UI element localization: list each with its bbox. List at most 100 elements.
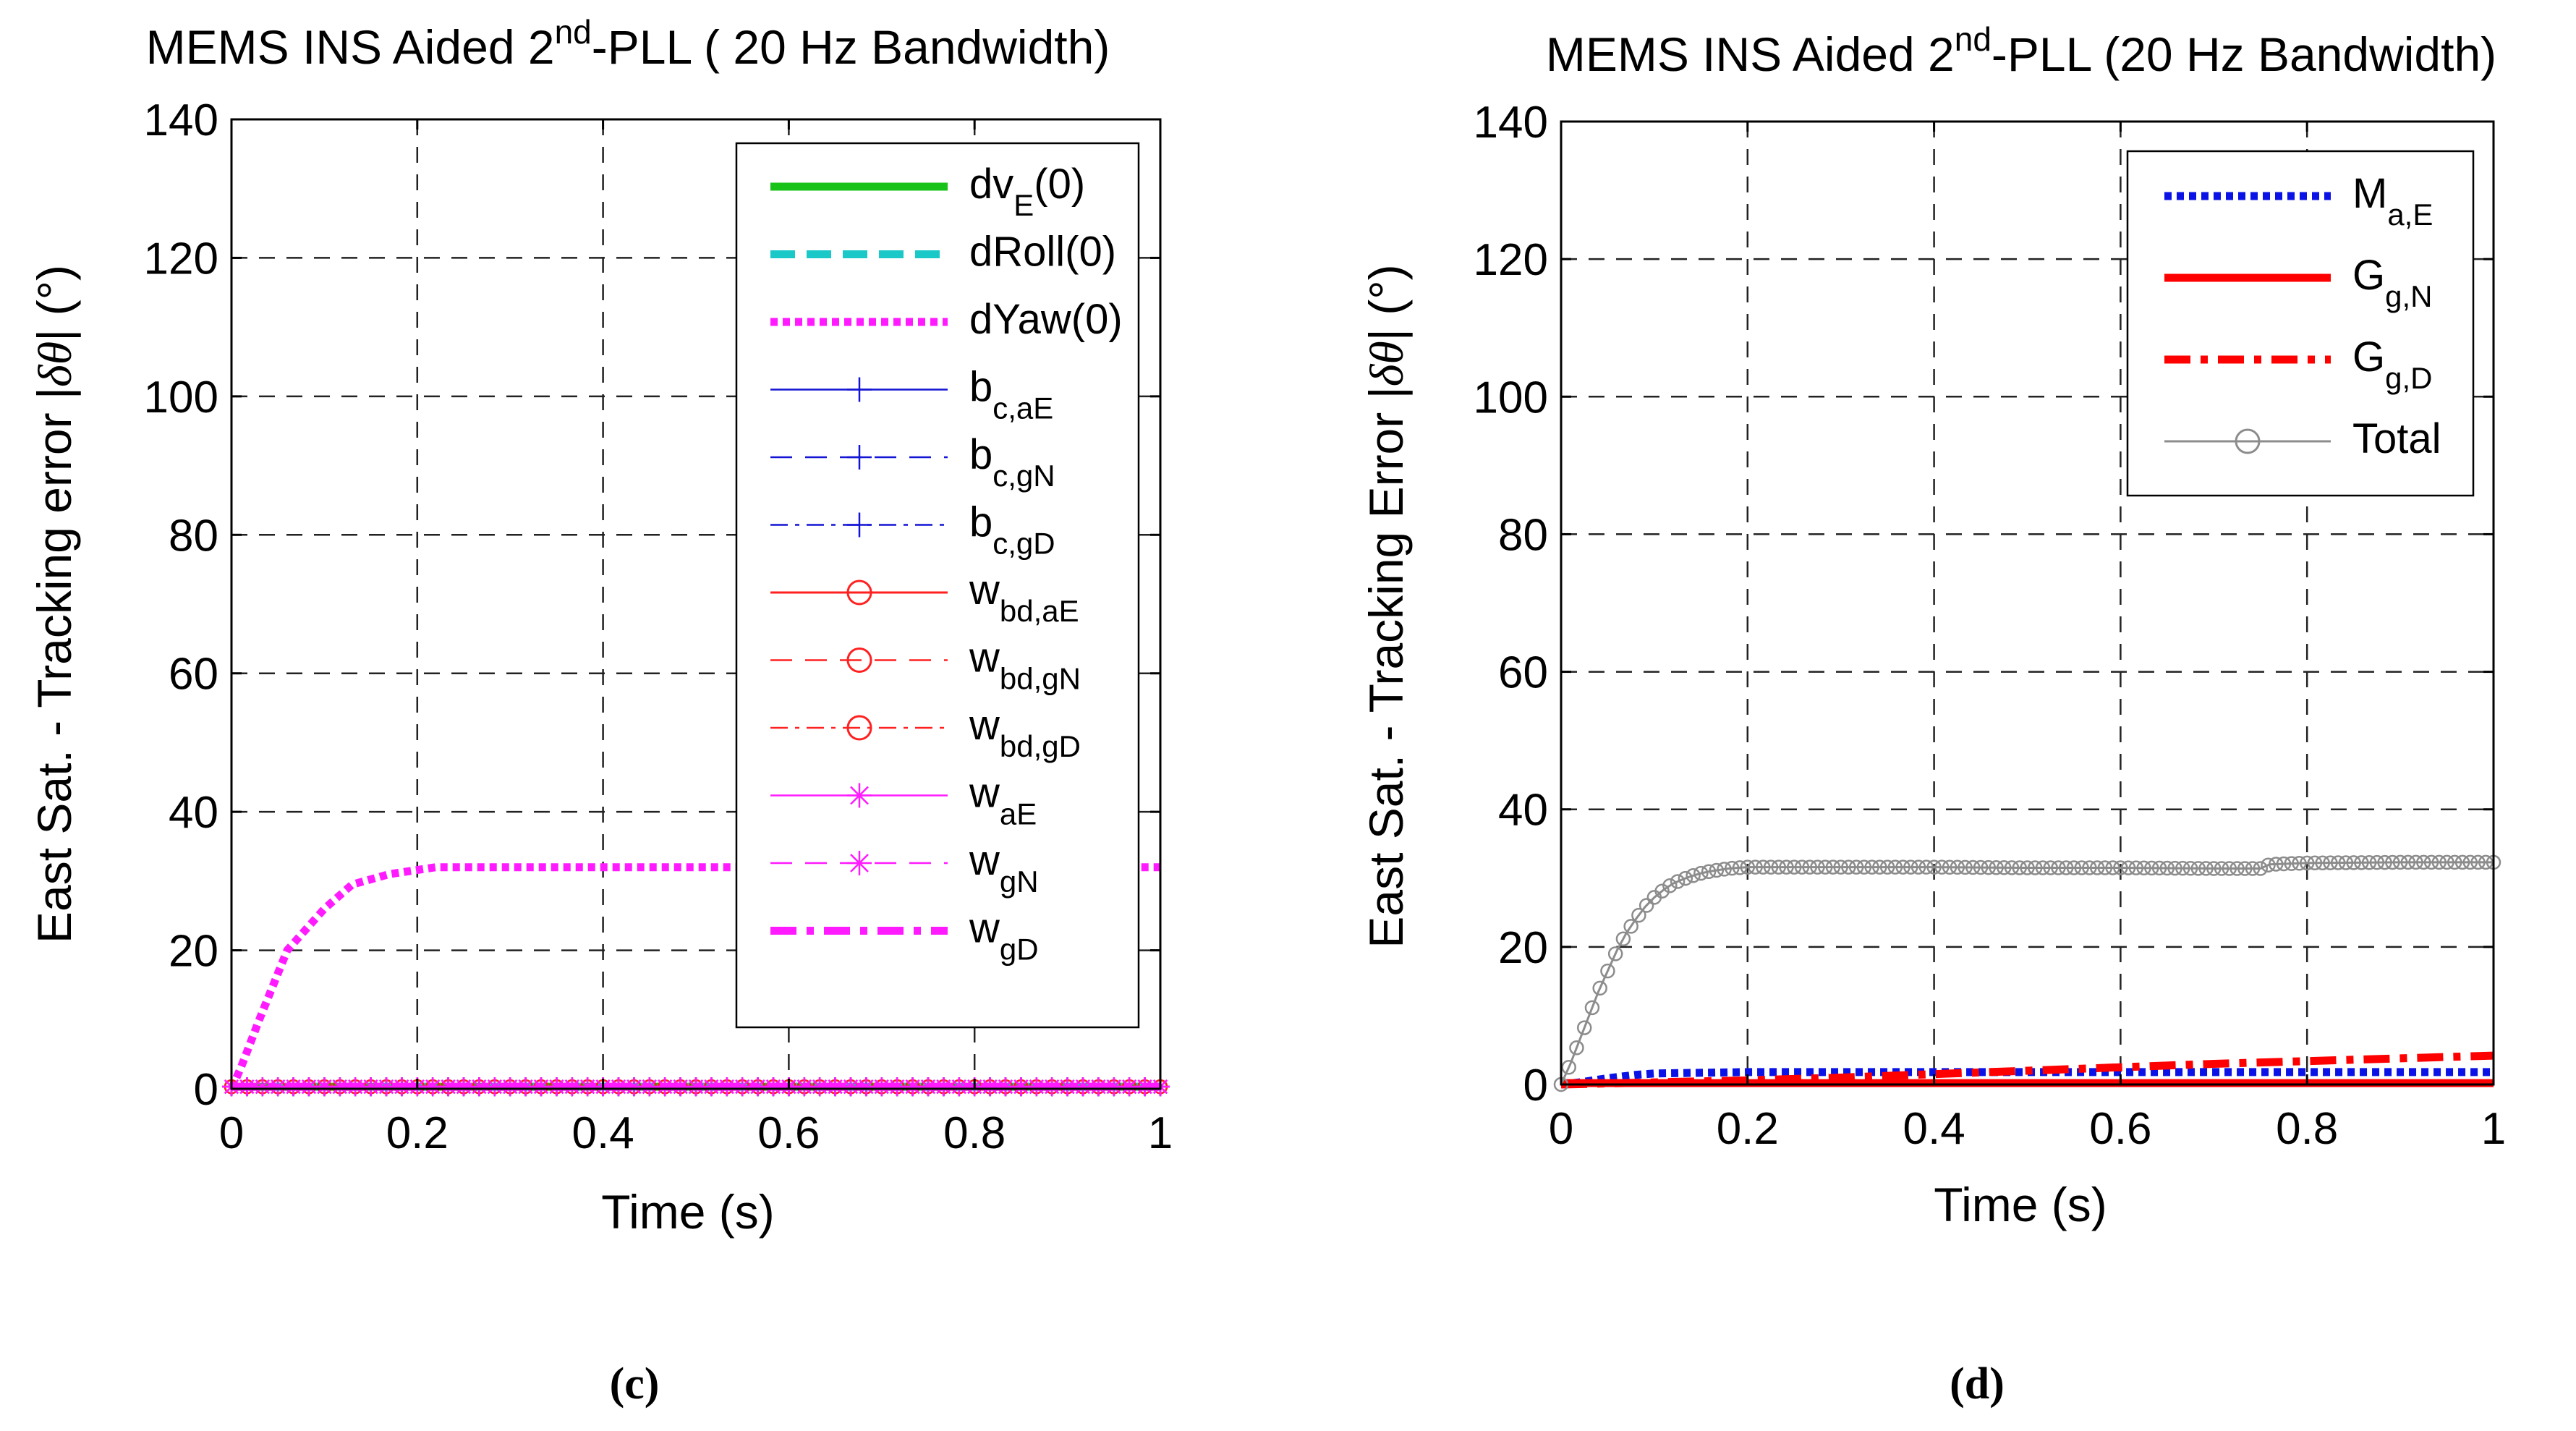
series-d-total-marker [2058,860,2074,875]
series-d-total-marker [1934,859,1950,875]
series-d-total-marker [1856,859,1872,875]
series-d-total-marker [1638,898,1654,913]
legend-marker [850,854,869,872]
x-tick-label: 0 [219,1108,244,1158]
series-d-total-marker [1748,859,1763,875]
legend-label: bc,gD [969,499,1055,561]
chart-d-series [1553,854,2501,1092]
chart-d-legend: Ma,E Gg,N Gg,D Total [2126,150,2475,497]
series-d-total-marker [2120,860,2136,875]
y-tick-label: 80 [169,511,218,561]
series-d-total-marker [1942,859,1957,875]
chart-c-ticks: 0 0.2 0.4 0.6 0.8 1 0 20 40 60 80 100 120 140 [144,95,1173,1158]
series-d-total-marker [2330,855,2346,870]
series-d-total-marker [2299,855,2315,871]
series-d-total-marker [2346,855,2361,870]
x-tick-label: 0.4 [571,1108,634,1158]
series-c-wgn-marker [487,1079,502,1095]
chart-c-xlabel: Time (s) [601,1185,775,1239]
series-c-wgn-marker [626,1079,642,1095]
series-d-total-marker [2369,854,2385,870]
series-d-total-marker [2105,860,2120,875]
y-tick-label: 120 [144,234,218,284]
series-d-total-marker [1670,874,1686,889]
series-d-total-marker [2284,856,2299,871]
series-d-total-marker [1756,859,1771,875]
series-d-total-marker [2323,855,2338,870]
legend-marker [846,715,872,741]
series-d-total-marker [1779,859,1794,875]
x-tick-label: 1 [1148,1108,1173,1158]
series-d-total-marker [2198,861,2214,876]
series-d-total-marker [2454,854,2470,870]
series-d-total-marker [1910,859,1926,875]
series-d-total-marker [1926,859,1942,875]
chart-d-legend-box [2126,150,2475,497]
y-tick-label: 60 [169,650,218,700]
series-d-total-marker [1787,859,1802,875]
series-d-total-marker [2354,855,2369,870]
series-d-total-marker [2439,854,2454,870]
legend-marker [2235,428,2261,454]
legend-label: wbd,gN [969,634,1081,696]
x-tick-label: 0 [1549,1104,1573,1154]
series-d-total-marker [2182,860,2198,876]
series-d-total-marker [2385,854,2400,870]
y-tick-label: 100 [1474,373,1548,422]
series-d-total-marker [2292,856,2307,871]
legend-label: wbd,aE [969,566,1079,628]
x-tick-label: 0.8 [943,1108,1006,1158]
series-c-wgn-marker [951,1079,966,1095]
series-d-total-marker [1592,980,1607,996]
series-d-total-marker [2229,861,2245,876]
series-d-total-marker [1740,859,1756,875]
series-d-total-marker [1810,859,1825,875]
chart-c-ylabel: East Sat. - Tracking error |δθ| (°) [27,265,82,943]
y-tick-label: 140 [144,95,218,145]
series-d-total-marker [1709,862,1725,878]
series-d-total-marker [1841,859,1856,875]
series-d-total-marker [1725,860,1740,876]
series-c-wgn-marker [812,1079,828,1095]
chart-d-axes-box [1560,120,2495,1086]
chart-d: MEMS INS Aided 2nd-PLL (20 Hz Bandwidth)… [1359,20,2506,1409]
series-d-total-marker [1678,870,1693,886]
series-c-wgn-marker [1075,1079,1091,1095]
legend-marker [846,647,872,673]
y-tick-label: 120 [1474,235,1548,285]
series-d-total-marker [2268,857,2284,872]
x-tick-label: 0.6 [2089,1104,2151,1154]
series-d-gg-d [1560,1051,2494,1089]
legend-label: bc,aE [969,364,1053,425]
series-d-total-marker [1833,859,1848,875]
series-d-total-marker [1848,859,1864,875]
series-d-total-marker [1717,862,1732,877]
series-c-wgn-marker [750,1079,765,1095]
series-c-dyaw-0- [227,863,1160,1091]
chart-d-ylabel: East Sat. - Tracking Error |δθ| (°) [1359,264,1414,948]
series-d-total-marker [2400,854,2416,870]
series-d-total-marker [2462,854,2478,870]
x-tick-label: 1 [2481,1104,2506,1154]
series-d-total-marker [1918,859,1934,875]
series-d-total-marker [1903,859,1918,875]
y-tick-label: 20 [169,927,218,977]
series-d-total-marker [2004,860,2020,875]
series-d-total-marker [1794,859,1810,875]
series-d-total-marker [1763,859,1779,875]
series-d-total-marker [2361,854,2377,870]
series-d-total-marker [2245,861,2261,876]
series-d-total-marker [2175,860,2190,876]
series-d-total-marker [2144,860,2159,876]
series-c-wgn-marker [843,1079,859,1095]
series-d-total-marker [2447,854,2462,870]
series-d-total-marker [2027,860,2043,875]
series-c-wgn-marker [1060,1079,1075,1095]
series-d-total-marker [2261,857,2276,872]
chart-d-xlabel: Time (s) [1934,1178,2107,1231]
series-d-total-marker [2089,860,2105,875]
series-d-total-marker [2307,855,2323,871]
series-d-total-marker [1569,1040,1584,1056]
legend-label: dYaw(0) [969,296,1123,343]
series-d-total-marker [2159,860,2175,876]
